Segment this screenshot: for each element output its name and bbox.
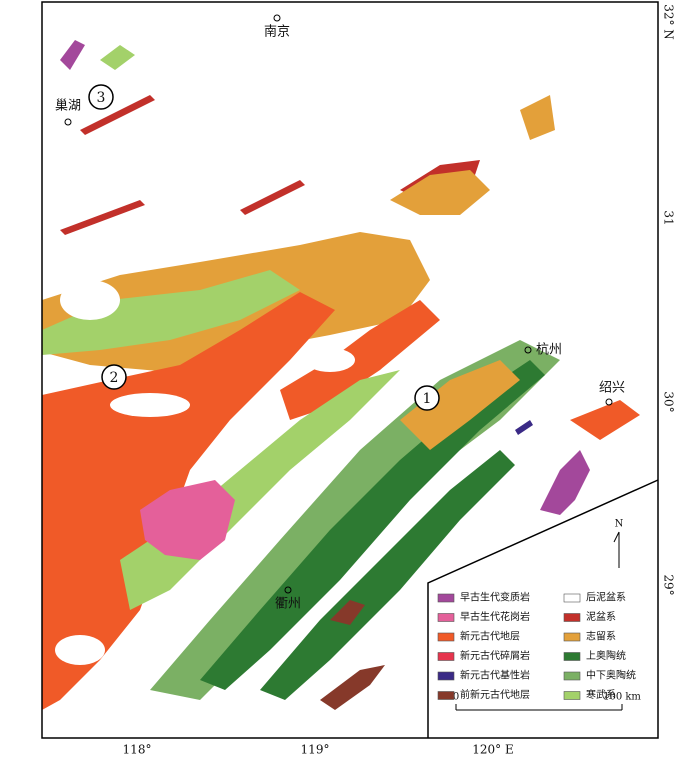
- legend-swatch: [563, 593, 581, 603]
- ordovician-upper: [200, 360, 545, 690]
- cambrian: [100, 45, 135, 70]
- lat-label: 30°: [662, 391, 676, 412]
- city-label: 巢湖: [55, 99, 81, 114]
- legend-swatch: [437, 632, 455, 642]
- legend-label: 志留系: [586, 630, 616, 643]
- legend-swatch: [437, 671, 455, 681]
- legend-swatch: [563, 613, 581, 622]
- legend-swatch: [563, 652, 581, 661]
- ordovician-upper: [260, 450, 515, 700]
- basic-rock: [515, 420, 533, 435]
- legend-label: 新元古代碎屑岩: [460, 649, 530, 662]
- lat-label: 32° N: [662, 4, 676, 40]
- city-label: 绍兴: [599, 381, 625, 396]
- legend-border: [427, 479, 659, 738]
- metamorphic: [540, 450, 590, 515]
- silurian: [390, 170, 490, 215]
- neoproterozoic: [42, 292, 335, 710]
- legend-label: 泥盆系: [586, 610, 616, 623]
- scale-label: 0: [453, 692, 459, 703]
- zone-circles: [88, 84, 440, 411]
- legend-label: 后泥盆系: [586, 591, 626, 604]
- silurian: [400, 360, 520, 450]
- cambrian: [42, 270, 300, 355]
- legend-swatch: [437, 691, 455, 700]
- legend-label: 新元古代地层: [460, 630, 520, 643]
- zone-label: 3: [97, 90, 106, 106]
- silurian: [520, 95, 555, 140]
- city-label: 衢州: [275, 597, 301, 612]
- legend-label: 早古生代花岗岩: [460, 610, 530, 623]
- legend-label: 新元古代基性岩: [460, 669, 530, 682]
- scale-label: 100 km: [603, 692, 641, 703]
- city-label: 杭州: [536, 343, 562, 358]
- legend-swatch: [563, 691, 581, 700]
- north-arrow: [613, 531, 620, 568]
- frame: [41, 1, 659, 739]
- legend-label: 前新元古代地层: [460, 688, 530, 701]
- granite: [140, 480, 235, 560]
- legend-swatch: [563, 632, 581, 642]
- devonian: [240, 180, 305, 215]
- devonian: [80, 95, 155, 135]
- neoproterozoic: [280, 300, 440, 420]
- scale-bar: [455, 704, 623, 711]
- lat-label: 29°: [662, 574, 676, 595]
- legend: 早古生代变质岩早古生代花岗岩新元古代地层新元古代碎屑岩新元古代基性岩前新元古代地…: [437, 591, 636, 701]
- legend-swatch: [437, 652, 455, 661]
- neoproterozoic: [570, 400, 640, 440]
- legend-label: 寒武系: [586, 688, 616, 701]
- lon-label: 119°: [301, 743, 330, 757]
- pre-neoproterozoic: [320, 665, 385, 710]
- devonian: [60, 200, 145, 235]
- north-label: N: [615, 519, 624, 530]
- city-label: 南京: [264, 24, 290, 40]
- post-devonian: [60, 280, 120, 320]
- legend-label: 上奥陶统: [586, 649, 626, 662]
- post-devonian: [55, 635, 105, 665]
- lat-label: 31: [662, 210, 676, 225]
- legend-label: 早古生代变质岩: [460, 591, 530, 604]
- metamorphic: [60, 40, 85, 70]
- lon-label: 118°: [123, 743, 152, 757]
- post-devonian: [110, 393, 190, 417]
- post-devonian: [305, 348, 355, 372]
- legend-area: [428, 480, 658, 738]
- legend-swatch: [563, 671, 581, 681]
- legend-label: 中下奥陶统: [586, 669, 636, 682]
- legend-swatch: [437, 613, 455, 622]
- legend-swatch: [437, 593, 455, 603]
- zone-label: 1: [423, 391, 432, 407]
- zone-label: 2: [110, 370, 119, 386]
- geology: [42, 40, 658, 738]
- lon-label: 120° E: [472, 743, 513, 757]
- city-markers: [64, 14, 613, 594]
- pre-neoproterozoic: [330, 600, 365, 625]
